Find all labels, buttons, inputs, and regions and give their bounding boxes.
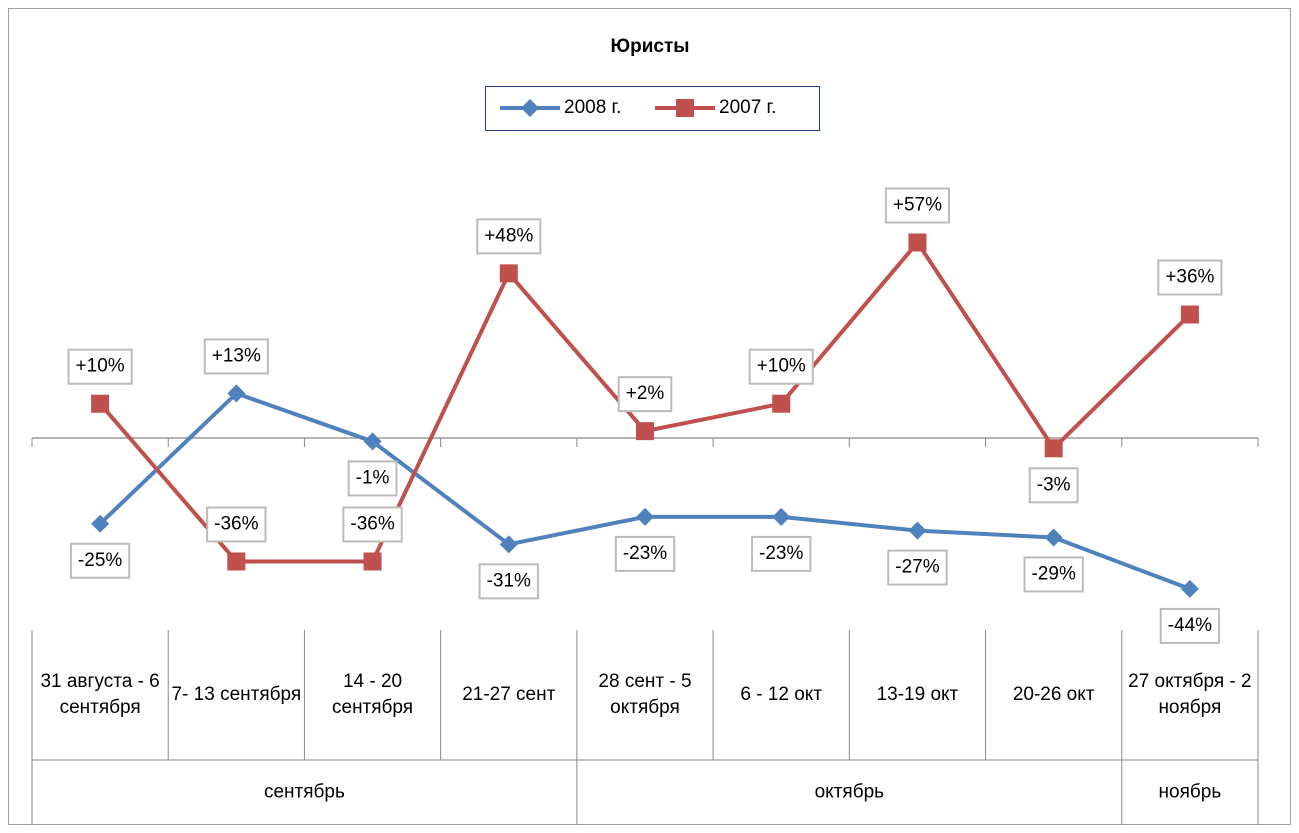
marker [227, 384, 246, 403]
marker [499, 264, 518, 283]
data-label-box [203, 338, 269, 375]
data-label: -23% [623, 543, 667, 564]
data-label-box [206, 506, 267, 543]
data-label-box [884, 187, 951, 224]
data-label-box [614, 535, 676, 572]
data-label: +48% [484, 225, 533, 246]
marker [91, 394, 110, 413]
data-label: -27% [895, 557, 939, 578]
marker [772, 394, 791, 413]
x-tick-label: 14 - 20 сентября [332, 671, 414, 718]
marker [1044, 439, 1063, 458]
data-label: -44% [1168, 615, 1212, 636]
data-label-box [478, 563, 539, 600]
data-label: +10% [757, 356, 806, 377]
data-label-box [887, 549, 948, 586]
category-cell: 28 сент - 5 октября [598, 671, 692, 718]
data-label: +13% [212, 345, 261, 366]
marker [363, 552, 382, 571]
x-tick-label: 21-27 сент [462, 684, 556, 705]
x-tick-label: 6 - 12 окт [740, 684, 823, 705]
data-label: +36% [1165, 267, 1214, 288]
data-label: -25% [78, 550, 122, 571]
category-cell: 14 - 20 сентября [332, 671, 414, 718]
data-label-box [347, 460, 398, 497]
data-label-box [1157, 259, 1223, 296]
data-label: +2% [626, 383, 665, 404]
marker [363, 432, 382, 451]
marker [1180, 579, 1199, 598]
data-label-box [1159, 607, 1221, 644]
category-cell: 27 октября - 2 ноября [1128, 671, 1252, 718]
marker [1044, 528, 1063, 547]
marker [1180, 305, 1199, 324]
data-label-box [342, 506, 403, 543]
data-label: -36% [214, 513, 258, 534]
data-label: -36% [350, 513, 394, 534]
data-label: +10% [76, 356, 125, 377]
data-label-box [69, 542, 131, 579]
x-tick-label: 7- 13 сентября [171, 684, 302, 705]
data-label-box [751, 535, 812, 572]
data-label: -23% [759, 543, 803, 564]
data-label: -29% [1031, 563, 1075, 584]
data-label-box [1023, 556, 1084, 593]
legend-marker [521, 99, 539, 117]
x-tick-label: 27 октября - 2 ноября [1128, 671, 1252, 718]
data-label: -31% [487, 570, 531, 591]
category-cell: 20-26 окт [1012, 684, 1095, 705]
data-label: +57% [893, 195, 942, 216]
marker [772, 507, 791, 526]
category-cell: 31 августа - 6 сентября [40, 671, 160, 718]
chart-title: Юристы [611, 36, 690, 57]
data-label-box [617, 376, 673, 413]
marker [908, 521, 927, 540]
group-label: ноябрь [1159, 782, 1222, 803]
legend-label: 2007 г. [719, 97, 776, 118]
legend-label: 2008 г. [564, 97, 621, 118]
x-tick-label: 28 сент - 5 октября [598, 671, 692, 718]
marker [636, 422, 654, 441]
data-label-box [67, 348, 133, 385]
marker [636, 507, 654, 526]
x-tick-label: 31 августа - 6 сентября [40, 671, 160, 718]
category-cell: 21-27 сент [462, 684, 556, 705]
marker [908, 233, 927, 252]
marker [91, 514, 110, 533]
data-label-box [748, 348, 814, 385]
category-cell: 6 - 12 окт [740, 684, 823, 705]
legend-marker [676, 99, 694, 117]
data-label: -1% [356, 467, 390, 488]
group-label: октябрь [815, 782, 885, 803]
x-tick-label: 13-19 окт [876, 684, 959, 705]
category-cell: 7- 13 сентября [171, 684, 302, 705]
x-tick-label: 20-26 окт [1012, 684, 1095, 705]
data-label-box [1028, 467, 1079, 504]
data-label: -3% [1037, 474, 1071, 495]
category-cell: 13-19 окт [876, 684, 959, 705]
data-label-box [476, 218, 542, 255]
chart-border [8, 8, 1291, 825]
group-label: сентябрь [264, 782, 345, 803]
marker [227, 552, 246, 571]
marker [499, 535, 518, 554]
